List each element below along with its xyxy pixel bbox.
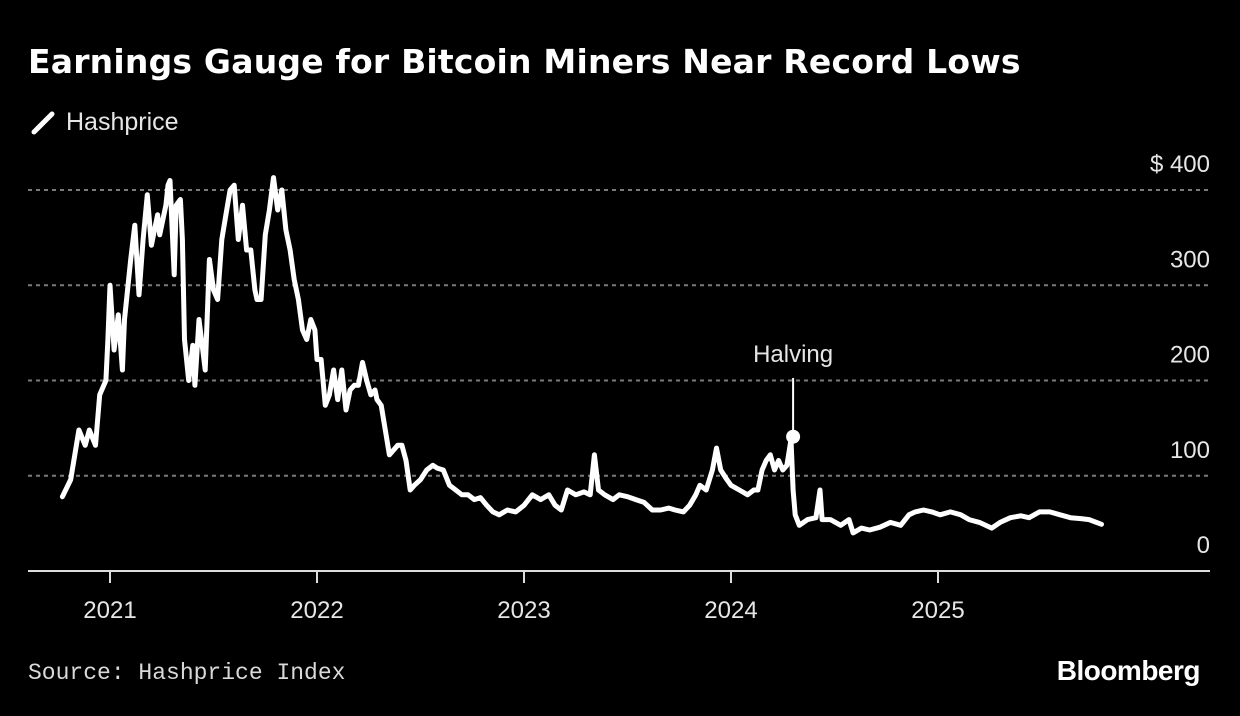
y-tick-label: 100: [1170, 437, 1210, 464]
annotation-marker: [786, 429, 801, 444]
legend-label: Hashprice: [66, 108, 179, 136]
x-tick-label: 2022: [290, 597, 343, 624]
x-tick-label: 2024: [704, 597, 757, 624]
legend: Hashprice: [30, 108, 179, 137]
chart-title: Earnings Gauge for Bitcoin Miners Near R…: [28, 42, 1021, 81]
x-tick-label: 2023: [497, 597, 550, 624]
bloomberg-logo: Bloomberg: [1056, 655, 1201, 686]
x-tick-label: 2021: [83, 597, 136, 624]
x-tick-label: 2025: [911, 597, 964, 624]
y-tick-label: $ 400: [1150, 151, 1210, 178]
y-tick-label: 200: [1170, 342, 1210, 369]
y-tick-label: 300: [1170, 246, 1210, 273]
annotation-label-halving: Halving: [753, 341, 833, 368]
source-note: Source: Hashprice Index: [28, 660, 346, 686]
y-tick-label: 0: [1197, 532, 1210, 559]
series-line-hashprice: [59, 175, 1104, 536]
legend-line-icon: [31, 111, 55, 134]
